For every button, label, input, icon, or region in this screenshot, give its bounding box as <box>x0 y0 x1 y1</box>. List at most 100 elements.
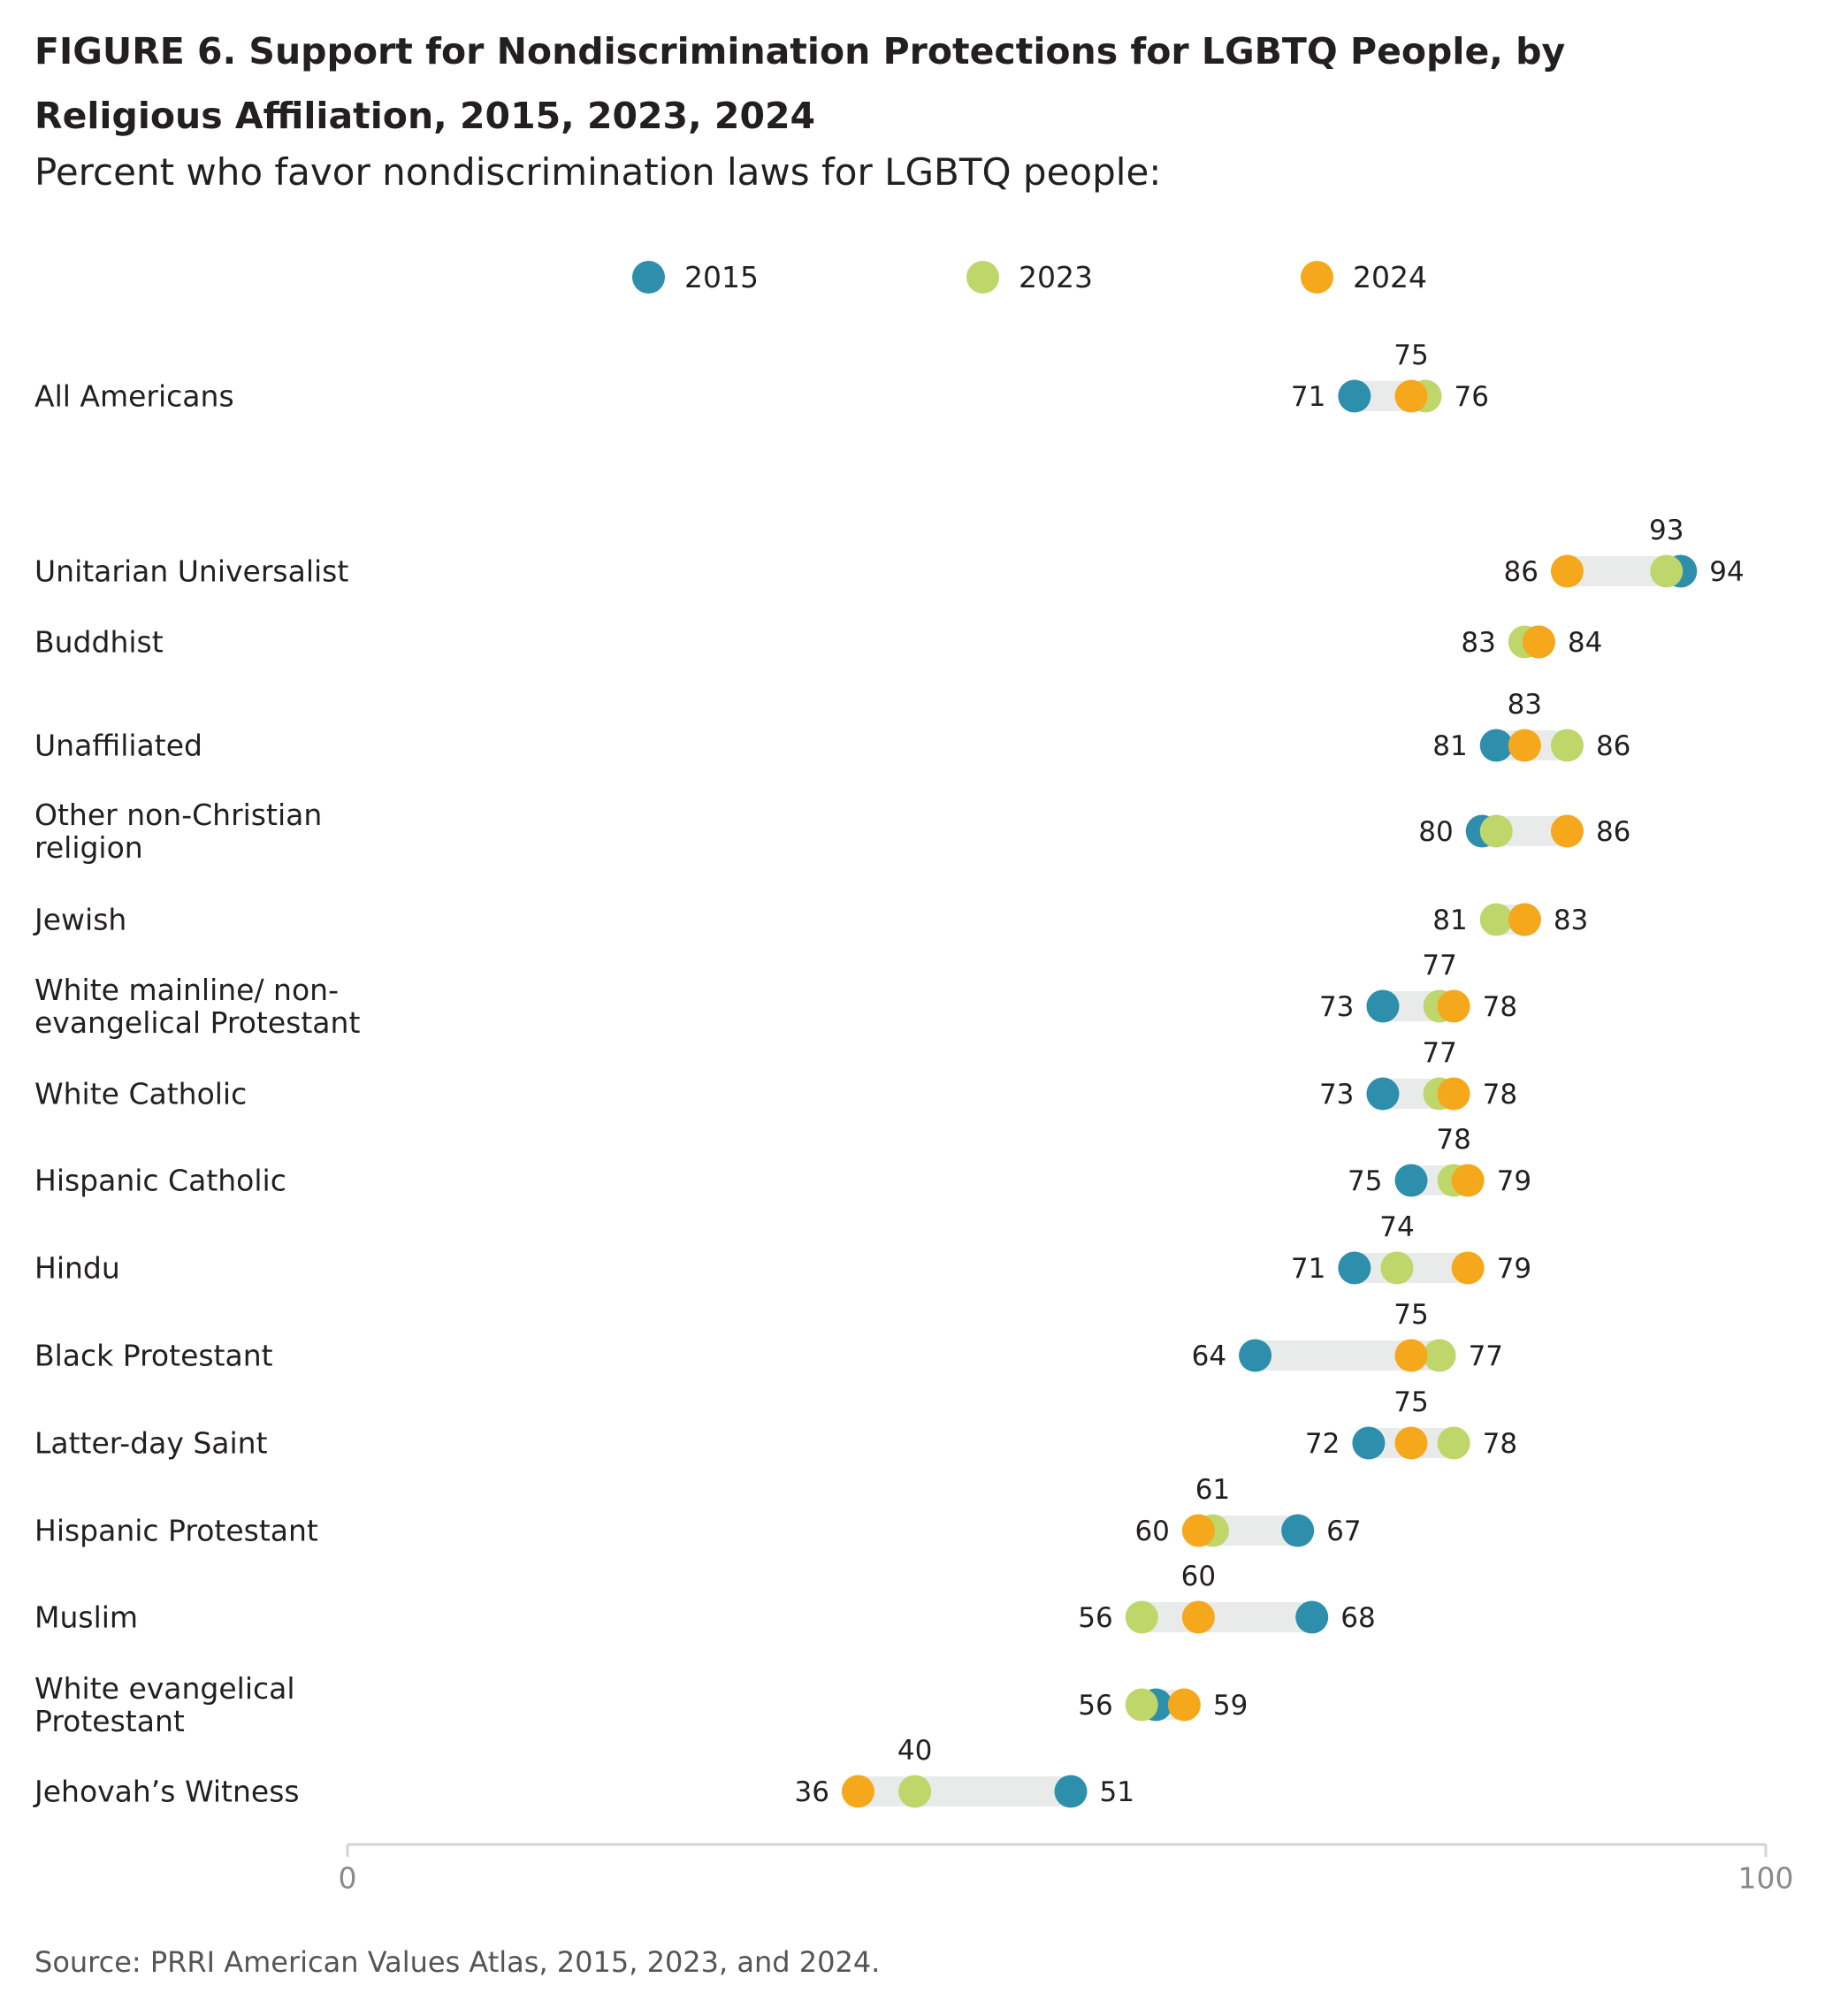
category-label-jehovah-s-witness: Jehovah’s Witness <box>33 1775 300 1809</box>
dot-2015-black-protestant <box>1239 1339 1272 1372</box>
value-label-top-unaffiliated: 83 <box>1508 689 1542 721</box>
legend-label-2023: 2023 <box>1018 259 1093 294</box>
dot-2024-hindu <box>1451 1251 1485 1285</box>
dot-2023-white-evangelical-protestant <box>1125 1688 1158 1722</box>
value-label-top-hispanic-catholic: 78 <box>1436 1124 1470 1156</box>
dot-2015-all-americans <box>1338 379 1371 413</box>
value-label-left-unitarian-universalist: 86 <box>1503 556 1538 588</box>
dot-2023-muslim <box>1125 1600 1158 1634</box>
value-label-right-other-non-christian-religion: 86 <box>1596 816 1630 848</box>
value-label-right-hindu: 79 <box>1497 1253 1531 1285</box>
dot-2024-black-protestant <box>1394 1339 1428 1372</box>
value-label-left-buddhist: 83 <box>1461 627 1495 659</box>
value-label-left-white-evangelical-protestant: 56 <box>1078 1690 1112 1722</box>
category-label-white-mainline-non-evangelical-protestant-line2: evangelical Protestant <box>34 1005 360 1040</box>
dot-2015-white-mainline-non-evangelical-protestant <box>1366 989 1400 1023</box>
value-label-right-hispanic-protestant: 67 <box>1326 1516 1361 1547</box>
value-label-top-hispanic-protestant: 61 <box>1195 1474 1230 1506</box>
legend-swatch-2023 <box>966 260 999 294</box>
dot-2024-other-non-christian-religion <box>1550 814 1584 848</box>
dot-2015-latter-day-saint <box>1352 1426 1386 1460</box>
category-label-jewish: Jewish <box>33 903 126 937</box>
range-bar-jehovah-s-witness <box>858 1776 1072 1806</box>
value-label-top-white-catholic: 77 <box>1422 1037 1456 1069</box>
category-label-muslim: Muslim <box>34 1600 138 1635</box>
value-label-left-hispanic-protestant: 60 <box>1134 1516 1169 1547</box>
value-label-top-jehovah-s-witness: 40 <box>897 1735 932 1767</box>
value-label-right-jehovah-s-witness: 51 <box>1100 1776 1134 1808</box>
dot-2015-hispanic-protestant <box>1281 1514 1315 1547</box>
dot-2024-buddhist <box>1522 625 1555 659</box>
dot-2024-white-mainline-non-evangelical-protestant <box>1437 989 1470 1023</box>
dot-2023-jehovah-s-witness <box>898 1775 932 1808</box>
category-label-white-catholic: White Catholic <box>34 1077 247 1111</box>
value-label-left-all-americans: 71 <box>1291 381 1325 413</box>
value-label-top-muslim: 60 <box>1181 1561 1216 1592</box>
category-label-white-evangelical-protestant-line1: White evangelical <box>34 1671 295 1706</box>
value-label-top-unitarian-universalist: 93 <box>1649 515 1684 546</box>
value-label-left-unaffiliated: 81 <box>1432 730 1467 762</box>
dot-2023-unaffiliated <box>1550 729 1584 762</box>
dot-2024-jehovah-s-witness <box>841 1775 874 1808</box>
value-label-right-black-protestant: 77 <box>1469 1340 1503 1372</box>
legend-swatch-2024 <box>1300 260 1333 294</box>
value-label-left-jewish: 81 <box>1432 905 1467 936</box>
value-label-right-unitarian-universalist: 94 <box>1709 556 1744 588</box>
dot-2024-muslim <box>1181 1600 1215 1634</box>
dot-2023-other-non-christian-religion <box>1479 814 1513 848</box>
legend-label-2024: 2024 <box>1352 259 1427 294</box>
x-tick-label-0: 0 <box>339 1861 357 1896</box>
category-label-white-mainline-non-evangelical-protestant-line1: White mainline/ non- <box>34 973 339 1007</box>
dot-2015-white-catholic <box>1366 1077 1400 1111</box>
category-label-all-americans: All Americans <box>34 379 234 414</box>
legend-item-2023: 2023 <box>966 260 1093 294</box>
category-label-other-non-christian-religion-line2: religion <box>34 830 143 865</box>
dot-2024-white-evangelical-protestant <box>1167 1688 1201 1722</box>
legend-swatch-2015 <box>632 260 665 294</box>
category-label-other-non-christian-religion-line1: Other non-Christian <box>34 798 322 832</box>
legend-label-2015: 2015 <box>684 259 759 294</box>
category-label-unitarian-universalist: Unitarian Universalist <box>34 554 348 589</box>
dot-2023-black-protestant <box>1423 1339 1456 1372</box>
dot-2023-hindu <box>1380 1251 1414 1285</box>
legend-item-2015: 2015 <box>632 260 759 294</box>
value-label-right-white-mainline-non-evangelical-protestant: 78 <box>1483 991 1517 1023</box>
dot-2024-latter-day-saint <box>1394 1426 1428 1460</box>
value-label-left-other-non-christian-religion: 80 <box>1418 816 1453 848</box>
dot-2024-unaffiliated <box>1508 729 1541 762</box>
value-label-top-black-protestant: 75 <box>1394 1299 1428 1331</box>
value-label-right-buddhist: 84 <box>1568 627 1602 659</box>
value-label-top-latter-day-saint: 75 <box>1394 1386 1428 1418</box>
value-label-left-hispanic-catholic: 75 <box>1348 1165 1382 1197</box>
value-label-left-black-protestant: 64 <box>1192 1340 1226 1372</box>
category-label-buddhist: Buddhist <box>34 625 164 660</box>
value-label-right-white-evangelical-protestant: 59 <box>1213 1690 1248 1722</box>
dot-2024-all-americans <box>1394 379 1428 413</box>
value-label-top-white-mainline-non-evangelical-protestant: 77 <box>1422 950 1456 981</box>
dot-2024-jewish <box>1508 903 1541 936</box>
value-label-right-white-catholic: 78 <box>1483 1079 1517 1111</box>
dot-2015-unaffiliated <box>1479 729 1513 762</box>
x-tick-label-100: 100 <box>1738 1861 1794 1896</box>
value-label-left-jehovah-s-witness: 36 <box>794 1776 829 1808</box>
category-label-hispanic-catholic: Hispanic Catholic <box>34 1164 286 1198</box>
dot-2015-hindu <box>1338 1251 1371 1285</box>
source-note: Source: PRRI American Values Atlas, 2015… <box>34 1945 881 1979</box>
value-label-top-all-americans: 75 <box>1394 340 1428 371</box>
value-label-right-muslim: 68 <box>1340 1602 1375 1634</box>
legend: 2015 2023 2024 <box>632 256 1635 297</box>
value-label-right-hispanic-catholic: 79 <box>1497 1165 1531 1197</box>
dot-2024-hispanic-catholic <box>1451 1164 1485 1197</box>
legend-item-2024: 2024 <box>1300 259 1427 294</box>
dot-2024-unitarian-universalist <box>1550 554 1584 588</box>
category-label-latter-day-saint: Latter-day Saint <box>34 1426 268 1461</box>
chart-subtitle: Percent who favor nondiscrimination laws… <box>34 150 1162 194</box>
dot-2024-white-catholic <box>1437 1077 1470 1111</box>
dot-2023-latter-day-saint <box>1437 1426 1470 1460</box>
value-label-right-all-americans: 76 <box>1455 381 1489 413</box>
value-label-top-hindu: 74 <box>1379 1211 1414 1243</box>
value-label-left-muslim: 56 <box>1078 1602 1112 1634</box>
range-bar-muslim <box>1142 1602 1312 1632</box>
value-label-right-latter-day-saint: 78 <box>1483 1428 1517 1460</box>
